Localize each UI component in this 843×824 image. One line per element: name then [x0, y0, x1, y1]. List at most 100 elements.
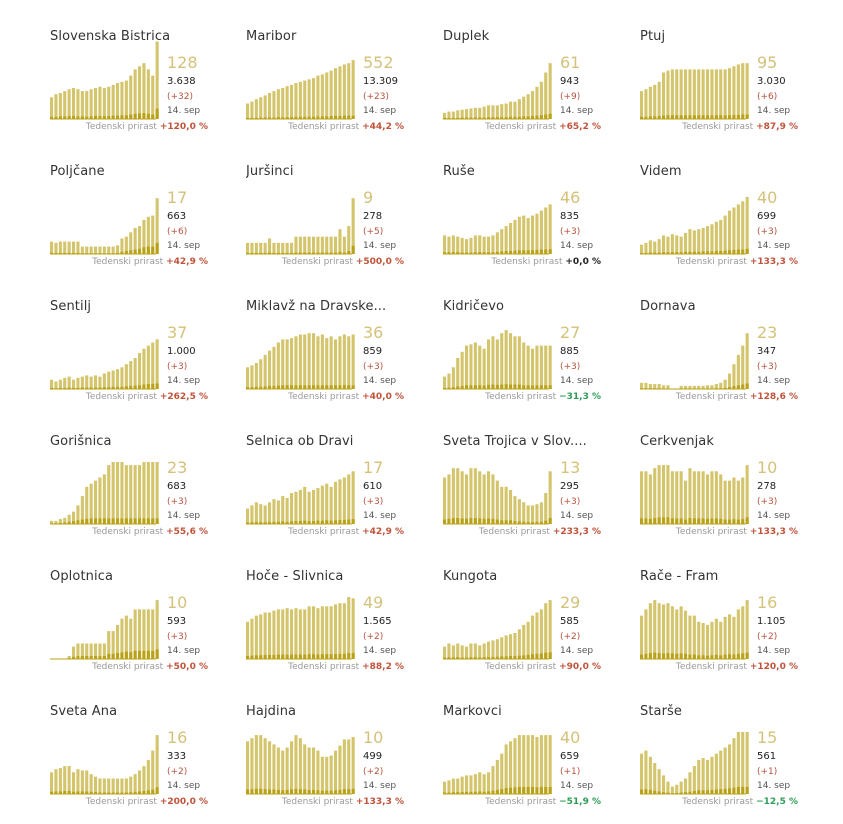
bar	[526, 735, 530, 794]
chart-card: Rače - Fram 16 1.105 (+2) 14. sep Tedenski pr…	[640, 569, 820, 689]
bar-segment	[692, 115, 696, 119]
bar	[697, 69, 701, 119]
bar-segment	[63, 252, 67, 254]
bar-segment	[85, 791, 89, 794]
bar-segment	[351, 115, 355, 119]
bar	[120, 778, 124, 794]
bar	[116, 245, 120, 254]
bar	[465, 109, 469, 119]
bar-segment	[714, 789, 718, 794]
bar	[697, 621, 701, 659]
bar	[250, 738, 254, 794]
date-label: 14. sep	[363, 781, 397, 791]
weekly-growth: Tedenski prirast +133,3 %	[282, 796, 404, 808]
bar	[526, 505, 530, 524]
bar-segment	[719, 789, 723, 794]
bar-segment	[535, 385, 539, 389]
bar-segment	[298, 654, 302, 659]
bar-segment	[67, 521, 71, 524]
bar	[76, 505, 80, 524]
total-value: 593	[167, 616, 187, 627]
bar	[706, 385, 710, 389]
bar-segment	[272, 654, 276, 659]
bar-segment	[146, 790, 150, 794]
chart-card: Cerkvenjak 10 278 (+3) 14. sep Tedenski prira…	[640, 434, 820, 554]
weekly-growth-value: +0,0 %	[565, 257, 601, 267]
bar	[443, 646, 447, 659]
total-value: 561	[757, 751, 777, 762]
bar	[723, 379, 727, 389]
bar	[316, 608, 320, 659]
bar	[460, 351, 464, 389]
bar-segment	[63, 387, 67, 389]
bar-segment	[312, 385, 316, 389]
bar-segment	[513, 521, 517, 524]
bar	[469, 344, 473, 389]
bar	[741, 732, 745, 794]
bar-segment	[63, 116, 67, 119]
bar	[500, 753, 504, 794]
bar-segment	[539, 115, 543, 119]
bar	[697, 759, 701, 794]
bar	[290, 741, 294, 794]
date-label: 14. sep	[363, 376, 397, 386]
bar-segment	[298, 521, 302, 524]
latest-value: 37	[167, 323, 188, 342]
bar	[133, 465, 137, 524]
bar-segment	[684, 251, 688, 254]
bar	[706, 624, 710, 659]
bar-segment	[522, 385, 526, 389]
weekly-growth-value: +90,0 %	[559, 662, 601, 672]
bar	[544, 207, 548, 254]
bar-segment	[482, 252, 486, 254]
bar	[443, 235, 447, 254]
bar-segment	[151, 650, 155, 659]
bar-segment	[447, 117, 451, 119]
daily-delta: (+5)	[363, 227, 384, 237]
bar-segment	[688, 654, 692, 659]
bar	[692, 766, 696, 794]
bar	[85, 770, 89, 794]
bar	[116, 83, 120, 119]
municipality-name: Miklavž na Dravske...	[246, 299, 387, 314]
bar-segment	[138, 650, 142, 659]
bar-segment	[80, 656, 84, 659]
bar-segment	[469, 791, 473, 794]
bar	[312, 606, 316, 659]
bar-segment	[473, 117, 477, 119]
bar	[155, 339, 159, 389]
bar	[54, 381, 58, 389]
chart-card: Videm 40 699 (+3) 14. sep Tedenski prirast +1…	[640, 164, 820, 284]
bar	[54, 769, 58, 794]
weekly-growth-value: +50,0 %	[166, 662, 208, 672]
bar-segment	[347, 519, 351, 524]
bar	[120, 238, 124, 254]
bar	[495, 105, 499, 119]
bar-segment	[151, 383, 155, 389]
bar	[133, 358, 137, 389]
latest-value: 9	[363, 188, 374, 207]
bar-segment	[285, 252, 289, 254]
bar-chart	[246, 60, 355, 120]
bar-segment	[648, 653, 652, 659]
bar-segment	[138, 113, 142, 119]
latest-value: 49	[363, 593, 384, 612]
latest-value: 10	[757, 458, 778, 477]
bar	[342, 236, 346, 254]
bar-segment	[254, 252, 258, 254]
bar	[451, 645, 455, 659]
date-label: 14. sep	[757, 781, 791, 791]
bar	[351, 334, 355, 389]
bar-segment	[67, 791, 71, 794]
bar	[307, 333, 311, 389]
bar	[316, 236, 320, 254]
bar	[250, 242, 254, 254]
bar-segment	[133, 385, 137, 389]
bar-segment	[111, 792, 115, 794]
bar-segment	[111, 653, 115, 659]
weekly-growth: Tedenski prirast +55,6 %	[92, 526, 208, 538]
bar-segment	[303, 385, 307, 389]
bar-segment	[285, 654, 289, 659]
bar-segment	[544, 520, 548, 524]
bar	[723, 747, 727, 794]
